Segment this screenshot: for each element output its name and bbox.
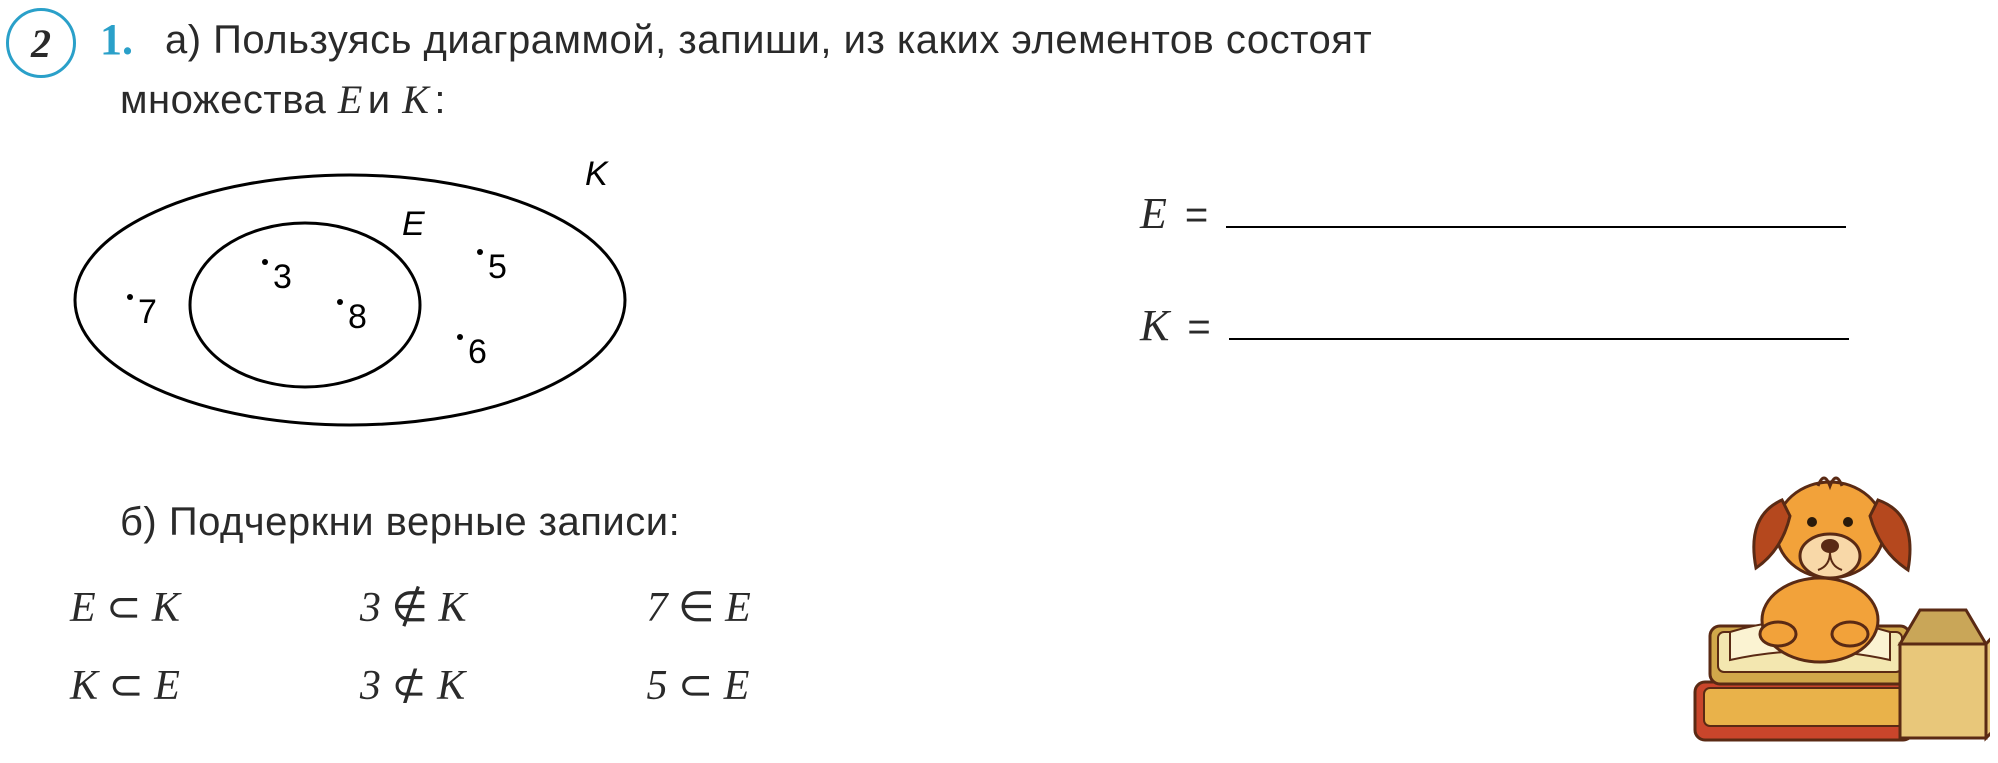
venn-points-group: 7 3 8 5 6 <box>127 248 507 371</box>
venn-inner-label: E <box>402 205 425 243</box>
task-a-line2-and: и <box>368 78 402 122</box>
statement: 7 ∈ E <box>646 582 750 632</box>
task-a-line2-prefix: множества <box>120 78 338 122</box>
equation-E-lhs: E <box>1140 188 1167 239</box>
equation-E-eq: = <box>1185 193 1208 238</box>
equation-K-eq: = <box>1187 305 1210 350</box>
dog-books-illustration <box>1690 430 1990 750</box>
statement: 3 ∉ K <box>360 582 467 632</box>
equation-E: E = <box>1140 188 1846 239</box>
statements-column: E ⊂ K K ⊂ E <box>70 582 180 710</box>
venn-point-label: 3 <box>273 258 292 296</box>
venn-inner-ellipse <box>190 223 420 387</box>
venn-point-dot <box>477 249 483 255</box>
task-a-text-line2: множества E и K : <box>120 76 446 123</box>
task-b-text: б) Подчеркни верные записи: <box>120 500 680 545</box>
venn-point-dot <box>337 299 343 305</box>
equation-K-lhs: K <box>1140 300 1169 351</box>
statements-column: 3 ∉ K 3 ⊄ K <box>360 582 467 710</box>
equation-E-blank[interactable] <box>1226 226 1846 228</box>
lesson-badge: 2 <box>6 8 76 78</box>
statement: 5 ⊂ E <box>646 660 750 710</box>
venn-diagram: K E 7 3 8 5 6 <box>60 150 680 450</box>
venn-point-label: 8 <box>348 298 367 336</box>
venn-point-dot <box>262 259 268 265</box>
equation-K: K = <box>1140 300 1849 351</box>
statements-column: 7 ∈ E 5 ⊂ E <box>646 582 750 710</box>
task-a-line2-colon: : <box>434 78 446 122</box>
statement: K ⊂ E <box>70 660 180 710</box>
statements-grid: E ⊂ K K ⊂ E 3 ∉ K 3 ⊄ K 7 ∈ E 5 ⊂ E <box>70 582 751 710</box>
set-K-name: K <box>402 77 429 122</box>
statement: E ⊂ K <box>70 582 180 632</box>
equation-K-blank[interactable] <box>1229 338 1849 340</box>
task-a-text-line1: а) Пользуясь диаграммой, запиши, из каки… <box>165 18 1372 63</box>
venn-outer-label: K <box>585 155 609 193</box>
venn-point-dot <box>457 334 463 340</box>
statement: 3 ⊄ K <box>360 660 467 710</box>
page-root: 2 1. а) Пользуясь диаграммой, запиши, из… <box>0 0 1998 763</box>
venn-point-label: 6 <box>468 333 487 371</box>
venn-point-dot <box>127 294 133 300</box>
venn-point-label: 7 <box>138 293 157 331</box>
set-E-name: E <box>338 77 363 122</box>
venn-point-label: 5 <box>488 248 507 286</box>
question-number: 1. <box>100 14 133 65</box>
lesson-badge-number: 2 <box>31 20 51 67</box>
